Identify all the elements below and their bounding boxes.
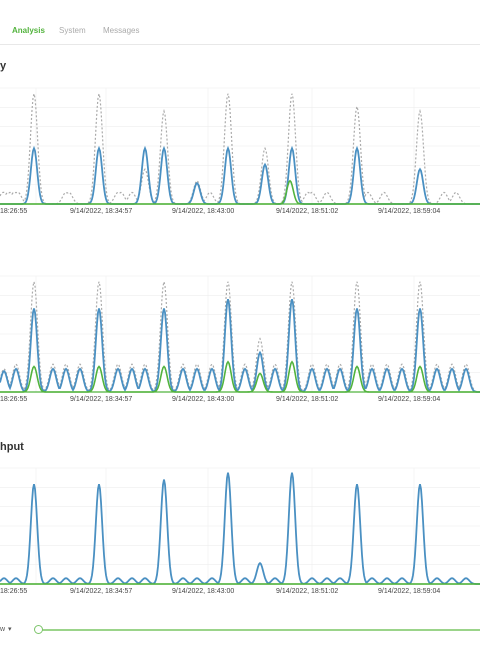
series-line-solid-blue	[0, 299, 480, 393]
x-tick-label: 9/14/2022, 18:51:02	[276, 588, 338, 595]
x-tick-label: 9/14/2022, 18:34:57	[70, 396, 132, 403]
chart-2: 18:26:55 9/14/2022, 18:34:57 9/14/2022, 18…	[0, 275, 480, 403]
tab-system[interactable]: System	[59, 26, 86, 35]
x-tick-label: 9/14/2022, 18:59:04	[378, 208, 440, 215]
series-line-solid-blue	[0, 472, 480, 585]
x-tick-label: 9/14/2022, 18:43:00	[172, 588, 234, 595]
chart-1-title: y	[0, 60, 7, 72]
x-tick-label: 9/14/2022, 18:34:57	[70, 588, 132, 595]
chart-1: 18:26:55 9/14/2022, 18:34:57 9/14/2022, 18…	[0, 87, 480, 215]
chevron-down-icon[interactable]: ▾	[8, 626, 12, 633]
chart-3-title: hput	[0, 441, 24, 453]
x-tick-label: 18:26:55	[0, 396, 27, 403]
chart-3: 18:26:55 9/14/2022, 18:34:57 9/14/2022, 18…	[0, 467, 480, 595]
x-tick-label: 9/14/2022, 18:51:02	[276, 208, 338, 215]
tab-messages[interactable]: Messages	[103, 26, 140, 35]
series-line-solid-green	[0, 179, 480, 205]
slider-handle[interactable]	[34, 625, 43, 634]
x-tick-label: 9/14/2022, 18:51:02	[276, 396, 338, 403]
x-tick-label: 9/14/2022, 18:59:04	[378, 396, 440, 403]
zoom-label[interactable]: w	[0, 626, 6, 633]
x-tick-label: 9/14/2022, 18:43:00	[172, 396, 234, 403]
tab-analysis[interactable]: Analysis	[12, 26, 45, 35]
x-tick-label: 18:26:55	[0, 588, 27, 595]
tab-bar: Analysis System Messages	[0, 0, 480, 45]
x-tick-label: 9/14/2022, 18:43:00	[172, 208, 234, 215]
series-line-dashed-grey	[0, 281, 480, 393]
x-tick-label: 9/14/2022, 18:59:04	[378, 588, 440, 595]
x-tick-label: 18:26:55	[0, 208, 27, 215]
series-line-dashed-grey	[0, 93, 480, 205]
time-range-slider[interactable]	[38, 629, 480, 631]
x-tick-label: 9/14/2022, 18:34:57	[70, 208, 132, 215]
series-line-solid-blue	[0, 145, 480, 205]
